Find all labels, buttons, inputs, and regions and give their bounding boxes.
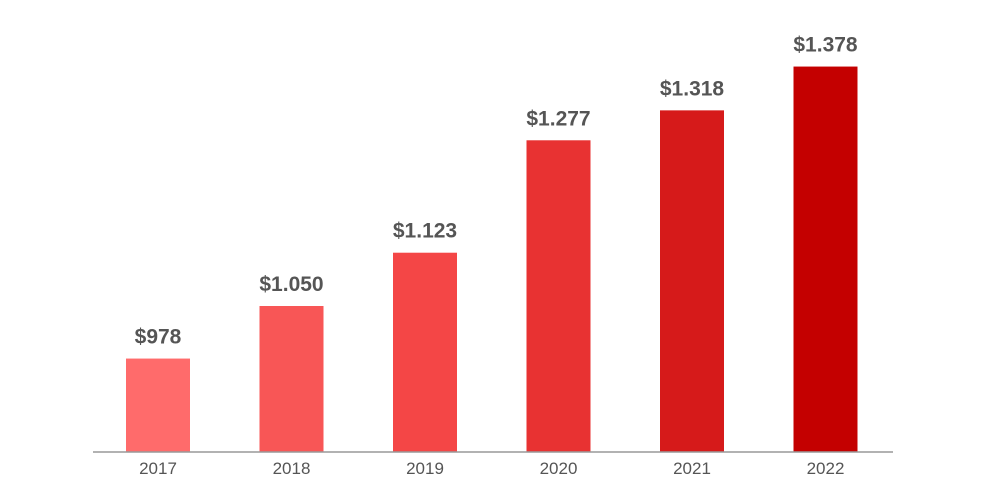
bar-2017 — [126, 358, 190, 452]
bar-2020 — [526, 140, 591, 453]
x-tick-labels-group: 2017 2018 2019 2020 2021 2022 — [139, 459, 844, 478]
bar-2018 — [259, 306, 324, 452]
x-tick-label-2018: 2018 — [273, 459, 311, 478]
x-tick-label-2019: 2019 — [406, 459, 444, 478]
x-tick-label-2020: 2020 — [540, 459, 578, 478]
bar-2019 — [393, 252, 457, 452]
value-label-2018: $1.050 — [259, 273, 323, 296]
value-label-2020: $1.277 — [526, 107, 590, 130]
value-label-2021: $1.318 — [660, 77, 725, 100]
x-tick-label-2022: 2022 — [807, 459, 845, 478]
value-labels-group: $978 $1.050 $1.123 $1.277 $1.318 $1.378 — [135, 34, 858, 349]
bar-2022 — [793, 66, 858, 452]
x-tick-label-2021: 2021 — [673, 459, 711, 478]
bars-group — [126, 66, 858, 453]
x-tick-label-2017: 2017 — [139, 459, 177, 478]
value-label-2019: $1.123 — [393, 220, 457, 243]
value-label-2017: $978 — [135, 326, 182, 349]
value-label-2022: $1.378 — [793, 34, 858, 57]
bar-2021 — [660, 110, 724, 453]
